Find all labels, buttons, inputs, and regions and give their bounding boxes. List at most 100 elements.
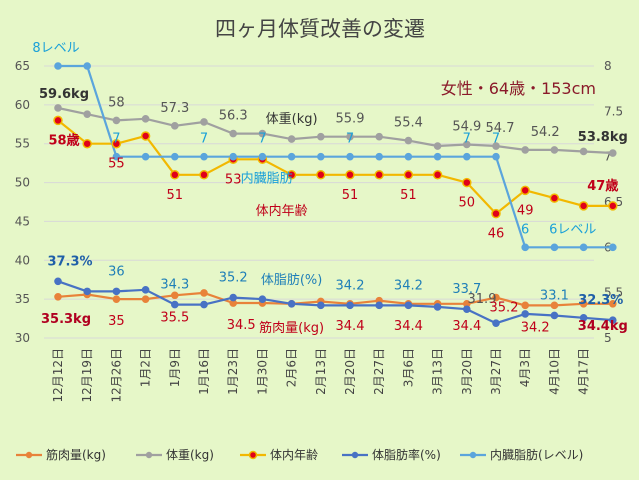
data-point [171, 300, 179, 309]
data-label: 59.6kg [39, 87, 89, 102]
data-point [433, 152, 442, 161]
data-point [112, 116, 121, 125]
series-line [57, 291, 613, 307]
data-label: 58 [108, 95, 125, 110]
data-point [83, 110, 91, 118]
data-label: 31.9 [468, 292, 497, 307]
data-label: 58歳 [48, 132, 79, 148]
legend-marker [145, 451, 153, 459]
data-point [317, 301, 325, 310]
data-label: 34.5 [227, 318, 256, 333]
data-label: 34.2 [521, 320, 550, 335]
data-point [374, 170, 384, 180]
data-label: 55 [108, 157, 125, 172]
data-label: 34.4 [394, 319, 423, 334]
data-label: 55.4 [394, 116, 423, 131]
data-point [462, 177, 472, 188]
data-label: 34.4kg [578, 319, 628, 334]
series-line [57, 119, 613, 215]
data-point [258, 129, 267, 138]
x-tick-label: 4月10日 [547, 348, 561, 395]
legend-marker [469, 451, 477, 459]
data-point [492, 142, 500, 150]
data-point [609, 149, 617, 157]
data-point [53, 115, 63, 126]
data-point [171, 152, 179, 161]
data-label: 32.3% [578, 293, 623, 308]
data-point [200, 118, 208, 126]
data-point [404, 136, 413, 145]
data-label: 7 [492, 132, 500, 147]
series-line [57, 280, 613, 325]
data-point [171, 291, 179, 300]
data-label: 36 [108, 264, 125, 279]
data-label: 35.3kg [41, 312, 91, 327]
data-label: 内臓脂肪 [241, 171, 293, 187]
data-label: 53 [225, 172, 242, 187]
legend-label: 内臓脂肪(レベル) [490, 447, 583, 462]
data-point [579, 243, 588, 252]
x-tick-label: 2月6日 [285, 348, 299, 387]
data-point [112, 295, 121, 303]
data-point [112, 152, 121, 161]
data-point [550, 311, 559, 320]
data-point [463, 305, 471, 314]
data-label: 35.5 [160, 310, 189, 325]
series-lines [57, 64, 613, 325]
data-label: 47歳 [587, 178, 618, 194]
data-point [140, 131, 151, 141]
data-point [404, 301, 413, 310]
data-label: 35.2 [219, 271, 248, 286]
data-point [258, 152, 267, 161]
left-tick-label: 55 [15, 137, 30, 151]
x-tick-label: 2月20日 [343, 348, 357, 395]
legend-marker [351, 451, 359, 459]
data-point [83, 62, 91, 70]
data-point [609, 300, 617, 308]
legend-label: 体内年齢 [270, 447, 318, 462]
left-tick-label: 45 [15, 214, 30, 228]
data-point [432, 170, 443, 180]
x-tick-label: 3月13日 [431, 348, 445, 395]
data-point [229, 293, 237, 302]
data-point [287, 152, 296, 161]
data-point [579, 300, 588, 308]
data-point [463, 140, 471, 149]
right-tick-label: 7.5 [604, 104, 623, 118]
data-point [550, 243, 559, 252]
data-point [346, 132, 354, 141]
right-tick-label: 7 [604, 150, 612, 164]
x-tick-label: 1月2日 [139, 348, 153, 387]
data-label: 7 [463, 132, 471, 147]
data-label: 34.2 [336, 278, 365, 293]
data-point [170, 170, 180, 180]
data-point [404, 152, 413, 161]
x-tick-label: 3月20日 [460, 348, 474, 395]
x-tick-label: 12月19日 [80, 348, 94, 403]
data-point [403, 170, 414, 180]
data-label: 54.7 [486, 121, 515, 136]
data-point [54, 104, 62, 112]
data-labels: 8レベル 7 7 7 7 7 7 6 6レベル 内臓脂肪 59.6kg 58 57.3 56.3 体重(kg… [32, 41, 627, 336]
legend-marker [25, 451, 33, 459]
data-label: 35 [108, 314, 125, 329]
data-point [463, 152, 471, 161]
data-point [317, 152, 325, 161]
data-point [609, 316, 617, 324]
data-point [111, 138, 122, 149]
series-line [58, 64, 613, 249]
data-label: 54.2 [531, 125, 560, 140]
left-tick-label: 65 [15, 59, 30, 73]
data-point [317, 132, 325, 141]
legend: 筋肉量(kg) 体重(kg) 体内年齢 体脂肪率(%) 内臓脂肪(レベル) [16, 447, 583, 462]
right-tick-label: 8 [604, 59, 612, 73]
data-point [287, 135, 296, 143]
data-point [579, 147, 588, 156]
data-point [375, 132, 384, 141]
data-point [346, 152, 354, 161]
data-point [521, 243, 530, 252]
data-point [82, 138, 92, 149]
data-point [550, 146, 559, 154]
data-point [141, 295, 150, 303]
